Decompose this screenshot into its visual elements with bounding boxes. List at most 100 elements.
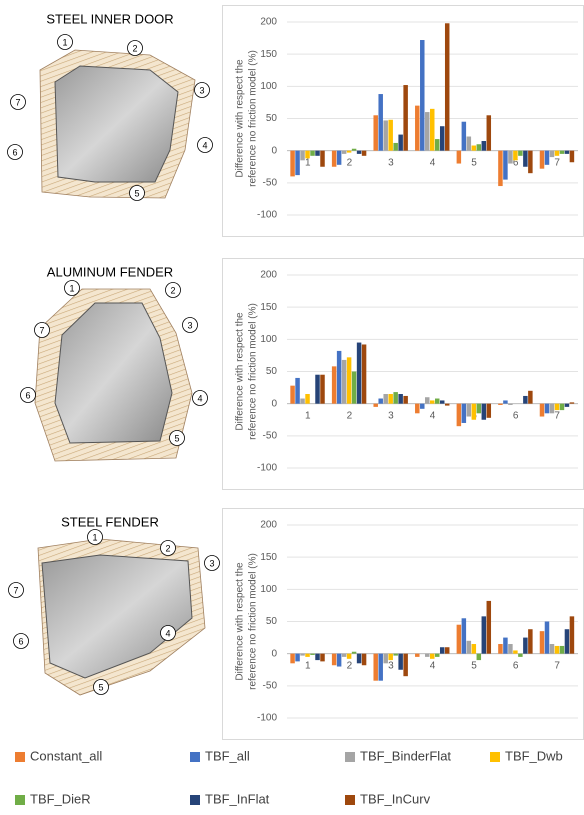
bar <box>445 647 449 653</box>
y-tick-label: 150 <box>260 302 277 313</box>
bar <box>570 616 574 653</box>
bar <box>425 397 429 403</box>
x-tick-label: 1 <box>305 660 311 671</box>
y-tick-label: -50 <box>263 680 278 691</box>
bar <box>457 625 461 654</box>
bar <box>393 143 397 151</box>
bar <box>540 631 544 654</box>
bar <box>462 618 466 653</box>
bar <box>403 654 407 677</box>
y-tick-label: 200 <box>260 270 277 281</box>
bar <box>540 151 544 169</box>
bar <box>337 151 341 165</box>
bar <box>357 151 361 154</box>
bar <box>503 151 507 180</box>
y-tick-label: 0 <box>271 145 277 156</box>
bar <box>487 601 491 654</box>
bar <box>482 616 486 653</box>
y-axis-label: reference no friction model (%) <box>248 553 259 690</box>
bar <box>420 40 424 151</box>
callout-label: 6 <box>12 147 17 157</box>
bar <box>300 654 304 656</box>
bar <box>503 400 507 403</box>
bar <box>383 654 387 664</box>
y-axis-label: Difference with respect the <box>235 562 246 681</box>
x-tick-label: 6 <box>513 660 519 671</box>
bar <box>513 151 517 161</box>
bar <box>398 654 402 670</box>
bar <box>290 151 294 177</box>
bar <box>415 106 419 151</box>
y-tick-label: 100 <box>260 334 277 345</box>
bar <box>305 394 309 404</box>
bar <box>295 378 299 404</box>
legend-label: TBF_Dwb <box>505 748 563 763</box>
y-tick-label: 150 <box>260 552 277 563</box>
y-tick-label: 100 <box>260 81 277 92</box>
bar <box>545 622 549 654</box>
bar <box>315 375 319 404</box>
bar <box>415 404 419 414</box>
bar <box>545 151 549 165</box>
bar <box>425 112 429 151</box>
bar <box>310 654 314 655</box>
y-tick-label: 200 <box>260 520 277 531</box>
bar <box>388 394 392 404</box>
bar <box>315 654 319 660</box>
legend-swatch <box>190 752 200 762</box>
panel-title: ALUMINUM FENDER <box>47 264 173 279</box>
legend-swatch <box>490 752 500 762</box>
bar <box>332 366 336 403</box>
bar <box>487 404 491 418</box>
bar <box>498 404 502 405</box>
x-tick-label: 1 <box>305 410 311 421</box>
bar <box>315 151 319 156</box>
callout-label: 1 <box>62 37 67 47</box>
callout-label: 7 <box>13 585 18 595</box>
bar <box>550 151 554 157</box>
bar <box>560 151 564 154</box>
bar <box>555 404 559 410</box>
x-tick-label: 7 <box>554 660 560 671</box>
callout-label: 4 <box>202 140 207 150</box>
bar <box>352 372 356 404</box>
y-tick-label: -100 <box>257 713 277 724</box>
panel-title: STEEL INNER DOOR <box>46 11 173 26</box>
bar <box>320 151 324 167</box>
bar <box>570 402 574 403</box>
bar <box>467 641 471 654</box>
bar <box>435 139 439 151</box>
y-axis-label: Difference with respect the <box>235 59 246 178</box>
callout-label: 4 <box>197 393 202 403</box>
bar <box>300 151 304 161</box>
y-tick-label: -100 <box>257 463 277 474</box>
bar <box>518 654 522 657</box>
bar <box>290 654 294 664</box>
legend-label: Constant_all <box>30 748 102 763</box>
bar <box>378 94 382 151</box>
y-axis-label: reference no friction model (%) <box>248 50 259 187</box>
x-tick-label: 3 <box>388 660 394 671</box>
bar <box>472 644 476 654</box>
bar <box>403 396 407 404</box>
bar <box>378 399 382 404</box>
bar <box>523 638 527 654</box>
bar <box>503 638 507 654</box>
x-tick-label: 7 <box>554 410 560 421</box>
bar <box>435 654 439 657</box>
bar <box>383 120 387 150</box>
bar <box>560 646 564 654</box>
legend-swatch <box>15 752 25 762</box>
bar <box>545 404 549 414</box>
bar <box>362 344 366 403</box>
y-tick-label: 50 <box>266 366 278 377</box>
bar <box>430 654 434 659</box>
bar <box>570 151 574 163</box>
bar <box>347 357 351 403</box>
bar <box>498 644 502 654</box>
bar <box>393 654 397 656</box>
figure: STEEL INNER DOOR1234567ALUMINUM FENDER12… <box>0 0 584 810</box>
bar <box>378 654 382 681</box>
bar <box>467 404 471 417</box>
bar <box>347 151 351 153</box>
